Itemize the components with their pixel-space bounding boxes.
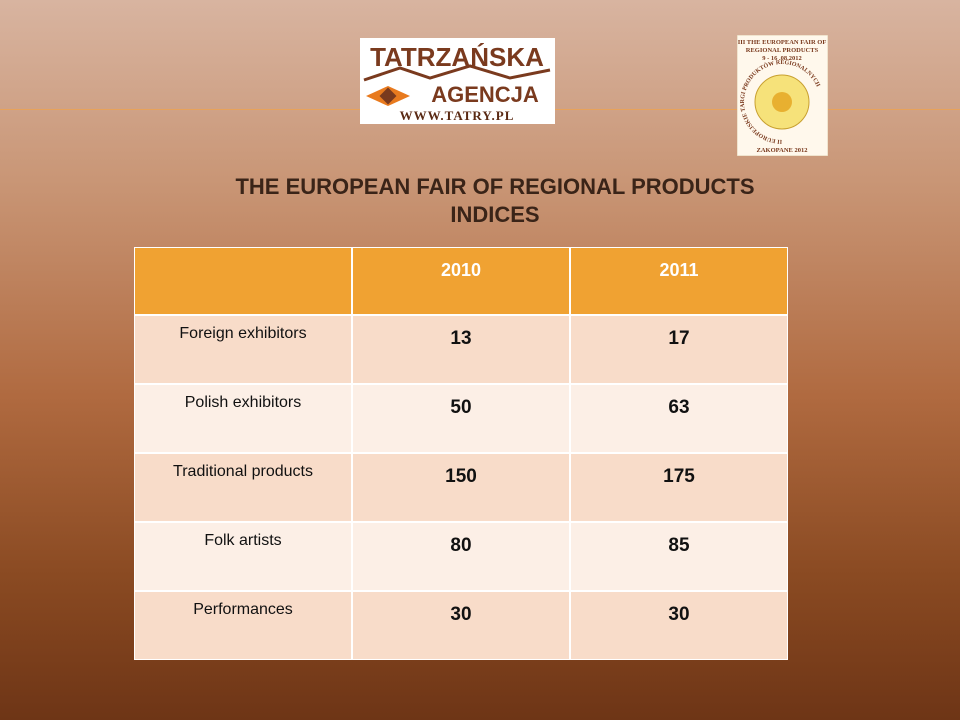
agency-subname: AGENCJA [431, 82, 539, 107]
agency-name: TATRZAŃSKA [370, 42, 544, 72]
value-cell: 80 [352, 522, 570, 591]
row-label: Performances [134, 591, 352, 660]
value-cell: 13 [352, 315, 570, 384]
value-cell: 175 [570, 453, 788, 522]
row-label: Folk artists [134, 522, 352, 591]
column-header: 2010 [352, 247, 570, 315]
fair-logo: III THE EUROPEAN FAIR OF REGIONAL PRODUC… [737, 35, 828, 156]
value-cell: 17 [570, 315, 788, 384]
agency-logo: TATRZAŃSKA AGENCJA WWW.TATRY.PL [360, 38, 555, 124]
header-cell [134, 247, 352, 315]
fair-title: REGIONAL PRODUCTS [746, 47, 819, 54]
value-cell: 50 [352, 384, 570, 453]
row-label: Polish exhibitors [134, 384, 352, 453]
agency-url: WWW.TATRY.PL [400, 108, 515, 123]
value-cell: 85 [570, 522, 788, 591]
column-header: 2011 [570, 247, 788, 315]
value-cell: 30 [570, 591, 788, 660]
fair-title: III THE EUROPEAN FAIR OF [738, 39, 827, 46]
title: INDICES [450, 202, 540, 227]
row-label: Foreign exhibitors [134, 315, 352, 384]
value-cell: 150 [352, 453, 570, 522]
value-cell: 30 [352, 591, 570, 660]
fair-dates: 9 - 16 .08.2012 [762, 55, 802, 62]
fair-footer: ZAKOPANE 2012 [757, 147, 808, 154]
title: THE EUROPEAN FAIR OF REGIONAL PRODUCTS [235, 174, 755, 199]
row-label: Traditional products [134, 453, 352, 522]
value-cell: 63 [570, 384, 788, 453]
